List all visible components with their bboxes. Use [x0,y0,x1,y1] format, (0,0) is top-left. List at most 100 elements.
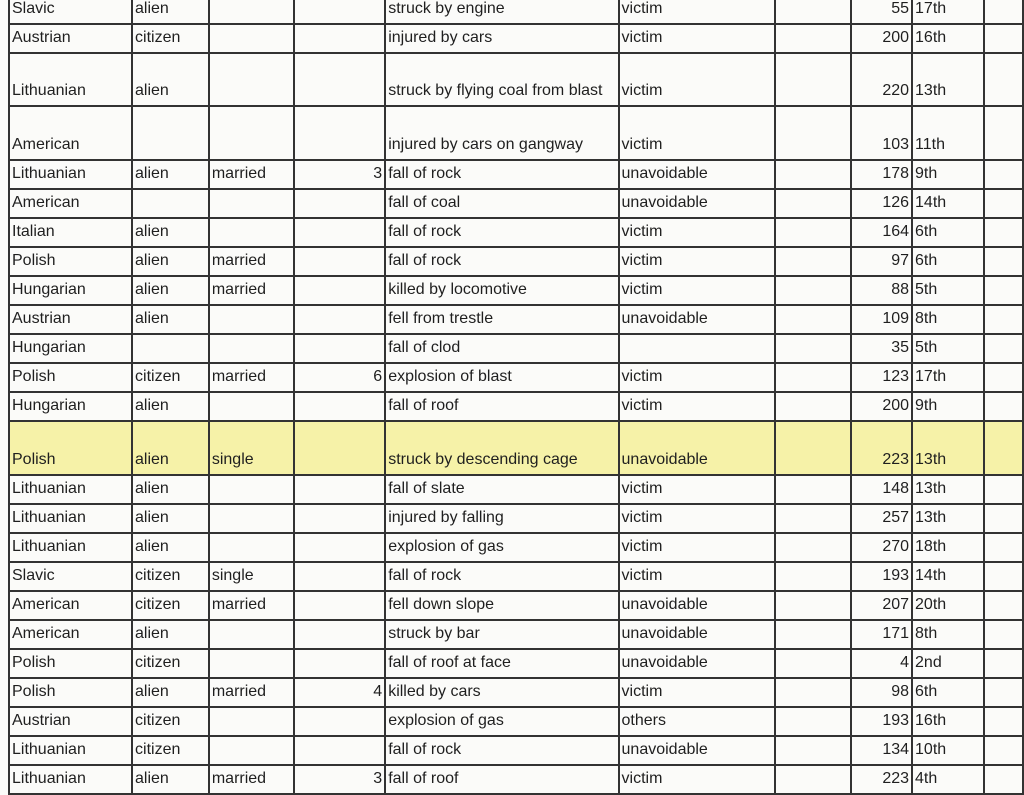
marital-status-cell [207,0,295,25]
status-cell [131,333,210,364]
table-row: Hungarian alien fall of roof victim 200 9th [7,391,1024,422]
cutoff-cell [983,246,1024,277]
marital-status-cell [207,706,295,737]
table-row: Slavic citizen single fall of rock victim 193… [7,561,1024,592]
marital-status-cell: married [207,159,295,190]
cause-cell: struck by flying coal from blast [384,52,620,107]
table-row: Lithuanian alien married 3 fall of rock unavo… [7,159,1024,190]
table-row-highlighted: Polish alien single struck by descending ca… [7,420,1024,476]
marital-status-cell [207,52,295,107]
cause-cell: killed by cars [384,677,620,708]
cutoff-cell [983,648,1024,679]
marital-status-cell: married [207,677,295,708]
marital-status-cell [207,474,295,505]
cutoff-cell [983,304,1024,335]
table-row: American injured by cars on gangway victim… [7,105,1024,161]
number-cell: 4 [850,648,914,679]
children-cell [292,0,387,25]
nationality-cell: Slavic [7,0,134,25]
cutoff-cell [983,532,1024,563]
blank-cell [773,532,853,563]
status-cell: citizen [131,362,210,393]
table-row: American alien struck by bar unavoidable 171… [7,619,1024,650]
status-cell: citizen [131,735,210,766]
nationality-cell: Austrian [7,706,134,737]
nationality-cell: Lithuanian [7,503,134,534]
cutoff-cell [983,362,1024,393]
ordinal-cell: 16th [911,23,986,54]
cutoff-cell [983,217,1024,248]
table-row: Lithuanian alien injured by falling victim 2… [7,503,1024,534]
children-cell [292,648,387,679]
table-row: Italian alien fall of rock victim 164 6th [7,217,1024,248]
ordinal-cell: 8th [911,304,986,335]
number-cell: 207 [850,590,914,621]
cause-cell: injured by cars on gangway [384,105,620,161]
cutoff-cell [983,52,1024,107]
nationality-cell: Austrian [7,23,134,54]
nationality-cell: American [7,619,134,650]
nationality-cell: Hungarian [7,275,134,306]
children-cell [292,420,387,476]
cause-cell: fall of coal [384,188,620,219]
marital-status-cell [207,105,295,161]
ordinal-cell: 14th [911,561,986,592]
cause-cell: explosion of gas [384,532,620,563]
table-row: Lithuanian alien fall of slate victim 148 13t… [7,474,1024,505]
marital-status-cell [207,188,295,219]
blank-cell [773,246,853,277]
classification-cell: victim [617,246,776,277]
nationality-cell: Polish [7,246,134,277]
classification-cell: others [617,706,776,737]
number-cell: 97 [850,246,914,277]
ordinal-cell: 6th [911,217,986,248]
cause-cell: fall of rock [384,246,620,277]
number-cell: 55 [850,0,914,25]
children-cell [292,590,387,621]
ordinal-cell: 11th [911,105,986,161]
table-row: Lithuanian alien struck by flying coal fro… [7,52,1024,107]
status-cell: citizen [131,561,210,592]
cutoff-cell [983,105,1024,161]
marital-status-cell [207,23,295,54]
cause-cell: fall of roof at face [384,648,620,679]
classification-cell: victim [617,532,776,563]
nationality-cell: American [7,590,134,621]
children-cell [292,503,387,534]
children-cell [292,706,387,737]
children-cell: 6 [292,362,387,393]
classification-cell: victim [617,0,776,25]
number-cell: 98 [850,677,914,708]
ordinal-cell: 6th [911,677,986,708]
ordinal-cell: 13th [911,52,986,107]
nationality-cell: Lithuanian [7,532,134,563]
marital-status-cell [207,648,295,679]
classification-cell: unavoidable [617,188,776,219]
nationality-cell: Lithuanian [7,159,134,190]
ordinal-cell: 9th [911,391,986,422]
marital-status-cell [207,735,295,766]
classification-cell: unavoidable [617,648,776,679]
table-row: Lithuanian alien married 3 fall of roof victi… [7,764,1024,795]
children-cell: 3 [292,159,387,190]
children-cell [292,333,387,364]
classification-cell: victim [617,677,776,708]
status-cell: alien [131,474,210,505]
classification-cell: unavoidable [617,304,776,335]
nationality-cell: Lithuanian [7,52,134,107]
status-cell: alien [131,304,210,335]
children-cell [292,105,387,161]
status-cell: citizen [131,706,210,737]
status-cell: citizen [131,23,210,54]
table-row: American fall of coal unavoidable 126 14th [7,188,1024,219]
blank-cell [773,23,853,54]
blank-cell [773,706,853,737]
status-cell: alien [131,677,210,708]
cutoff-cell [983,503,1024,534]
cause-cell: fell from trestle [384,304,620,335]
table-row: Austrian citizen injured by cars victim 200 1… [7,23,1024,54]
nationality-cell: Polish [7,677,134,708]
children-cell [292,217,387,248]
children-cell [292,304,387,335]
marital-status-cell: married [207,362,295,393]
